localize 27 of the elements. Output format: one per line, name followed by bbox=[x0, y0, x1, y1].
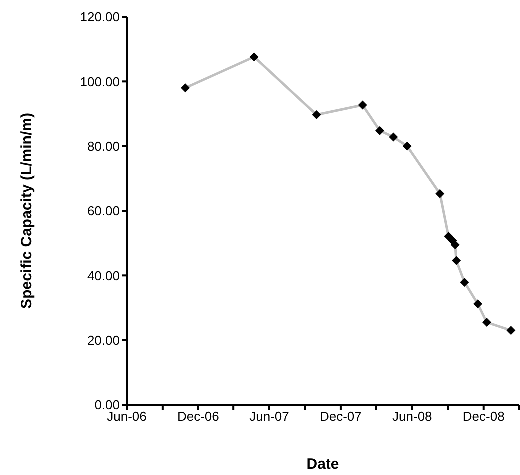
x-tick-label: Jun-07 bbox=[250, 409, 290, 424]
y-tick-label: 20.00 bbox=[87, 332, 120, 348]
point bbox=[452, 256, 462, 266]
y-tick-label: 100.00 bbox=[80, 74, 120, 90]
y-tick-label: 120.00 bbox=[80, 10, 120, 25]
point bbox=[376, 126, 385, 136]
point bbox=[474, 300, 483, 309]
x-axis-title: Date bbox=[306, 456, 340, 473]
x-tick-label: Dec-08 bbox=[462, 409, 505, 424]
y-tick-label: 80.00 bbox=[87, 138, 120, 154]
x-tick-label: Jun-08 bbox=[392, 409, 432, 424]
point bbox=[358, 100, 368, 110]
x-tick-label: Dec-07 bbox=[320, 409, 362, 424]
y-tick-label: 40.00 bbox=[87, 268, 120, 284]
point bbox=[482, 318, 492, 328]
x-tick-label: Dec-06 bbox=[177, 409, 220, 424]
point bbox=[181, 84, 190, 93]
point bbox=[506, 326, 516, 336]
point bbox=[312, 110, 322, 120]
y-axis-title: Specific Capacity (L/min/m) bbox=[18, 113, 36, 309]
point bbox=[402, 142, 412, 151]
point bbox=[436, 189, 445, 198]
point bbox=[444, 232, 454, 242]
point bbox=[250, 52, 259, 62]
y-tick-label: 60.00 bbox=[87, 204, 120, 219]
point bbox=[460, 278, 470, 287]
point bbox=[389, 132, 398, 142]
